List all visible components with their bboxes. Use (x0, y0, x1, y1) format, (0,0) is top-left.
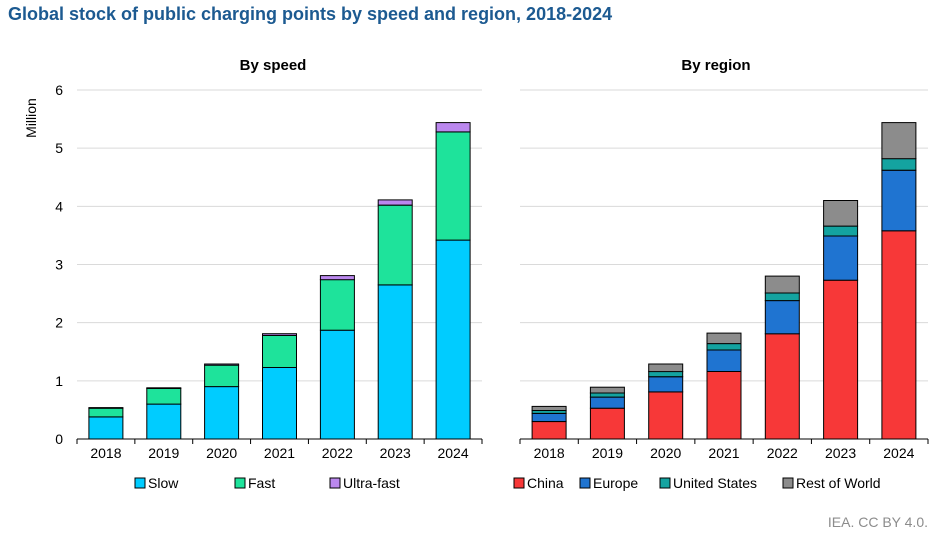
bar-fast-2024 (435, 131, 471, 241)
bar-united-states-2019 (589, 392, 625, 398)
bar-rest-of-world-2023 (823, 200, 859, 227)
bar-china-2024 (881, 230, 917, 440)
x-tick-label: 2023 (380, 445, 411, 461)
x-tick-label: 2022 (322, 445, 353, 461)
legend-label-united-states: United States (673, 475, 757, 491)
x-tick-label: 2018 (90, 445, 121, 461)
bar-rest-of-world-2021 (706, 332, 742, 345)
bar-europe-2021 (706, 349, 742, 372)
bar-ultra-fast-2019 (146, 387, 182, 389)
bar-fast-2020 (204, 364, 240, 388)
legend-swatch-china (513, 477, 525, 489)
bar-rest-of-world-2020 (648, 363, 684, 373)
bar-europe-2020 (648, 376, 684, 393)
y-tick-label: 4 (55, 198, 63, 214)
legend-by-region: China Europe United States Rest of World (513, 475, 881, 491)
legend-label-ultra-fast: Ultra-fast (343, 475, 400, 491)
bar-fast-2019 (146, 387, 182, 405)
bar-united-states-2020 (648, 371, 684, 378)
x-tick-label: 2020 (206, 445, 237, 461)
legend-swatch-rest-of-world (782, 477, 794, 489)
legend-label-fast: Fast (248, 475, 275, 491)
legend-label-slow: Slow (148, 475, 179, 491)
chart-title: Global stock of public charging points b… (8, 4, 613, 24)
bar-rest-of-world-2022 (764, 275, 800, 294)
x-tick-label: 2021 (264, 445, 295, 461)
bar-europe-2023 (823, 235, 859, 281)
bar-china-2019 (589, 407, 625, 440)
bar-ultra-fast-2023 (377, 199, 413, 206)
bar-ultra-fast-2022 (319, 275, 355, 281)
legend-swatch-europe (579, 477, 591, 489)
legend-label-rest-of-world: Rest of World (796, 475, 881, 491)
x-tick-label: 2024 (437, 445, 468, 461)
legend-label-china: China (527, 475, 564, 491)
bar-china-2023 (823, 279, 859, 440)
x-tick-label: 2019 (592, 445, 623, 461)
x-tick-label: 2019 (148, 445, 179, 461)
bar-slow-2022 (319, 329, 355, 440)
bar-rest-of-world-2018 (531, 405, 567, 411)
bar-united-states-2022 (764, 292, 800, 302)
legend-swatch-slow (134, 477, 146, 489)
bar-slow-2023 (377, 284, 413, 440)
bar-fast-2021 (262, 335, 297, 368)
bar-rest-of-world-2024 (881, 122, 917, 160)
source-credit: IEA. CC BY 4.0. (827, 514, 928, 530)
y-tick-label: 0 (55, 431, 63, 447)
y-tick-label: 2 (55, 315, 63, 331)
y-tick-label: 6 (55, 82, 63, 98)
bar-slow-2024 (435, 239, 471, 440)
x-tick-label: 2021 (708, 445, 739, 461)
x-tick-label: 2022 (767, 445, 798, 461)
panel-title-by-region: By region (681, 57, 750, 74)
y-tick-label: 1 (55, 373, 63, 389)
bar-slow-2019 (146, 403, 182, 440)
bar-china-2022 (764, 333, 800, 440)
bar-slow-2018 (88, 416, 124, 440)
legend-label-europe: Europe (593, 475, 638, 491)
bar-fast-2018 (88, 407, 124, 418)
bar-fast-2022 (319, 279, 355, 331)
bar-ultra-fast-2020 (204, 363, 240, 366)
bar-europe-2022 (764, 300, 800, 335)
legend-swatch-united-states (659, 477, 671, 489)
bar-ultra-fast-2018 (88, 407, 124, 409)
legend-swatch-ultra-fast (329, 477, 341, 489)
bar-ultra-fast-2024 (435, 122, 471, 133)
x-tick-label: 2023 (825, 445, 856, 461)
bar-china-2021 (706, 371, 742, 440)
legend-swatch-fast (234, 477, 246, 489)
x-tick-label: 2024 (883, 445, 914, 461)
bar-united-states-2023 (823, 225, 859, 237)
bar-ultra-fast-2021 (262, 333, 297, 336)
x-tick-label: 2018 (534, 445, 565, 461)
bar-united-states-2024 (881, 158, 917, 171)
bar-fast-2023 (377, 204, 413, 286)
y-axis-title: Million (23, 98, 39, 138)
bar-slow-2021 (262, 367, 297, 440)
x-tick-label: 2020 (650, 445, 681, 461)
bar-slow-2020 (204, 386, 240, 440)
chart-panel-by-speed: By speed 0 1 2 3 4 5 6 Million 2018 2019 2020 2021 20… (23, 57, 483, 491)
bar-europe-2018 (531, 412, 567, 422)
bar-rest-of-world-2019 (589, 386, 625, 394)
y-tick-label: 5 (55, 140, 63, 156)
bar-europe-2019 (589, 396, 625, 409)
bar-united-states-2021 (706, 343, 742, 351)
bar-china-2018 (531, 421, 567, 440)
bar-china-2020 (648, 391, 684, 440)
y-tick-label: 3 (55, 257, 63, 273)
legend-by-speed: Slow Fast Ultra-fast (134, 475, 400, 491)
panel-title-by-speed: By speed (240, 57, 307, 74)
bar-europe-2024 (881, 169, 917, 232)
